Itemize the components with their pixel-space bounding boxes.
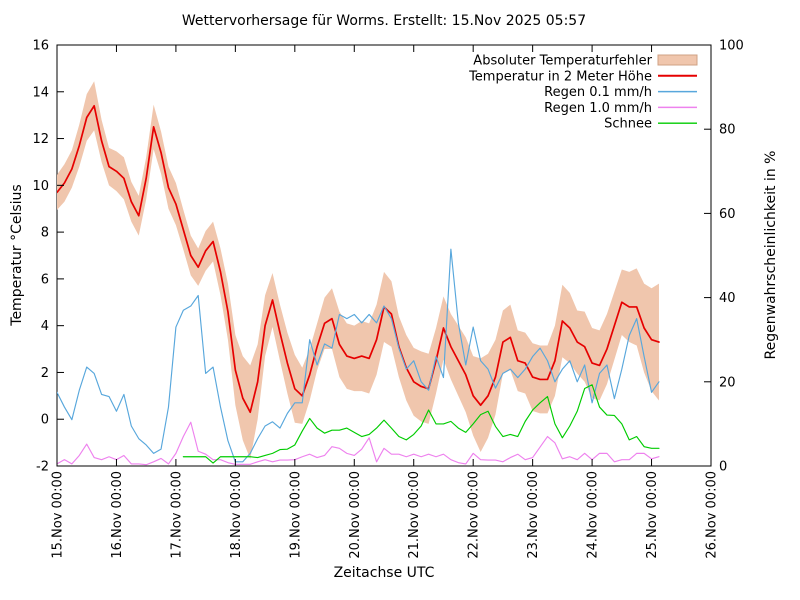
x-tick-label: 17.Nov 00:00 [169,471,184,559]
x-tick-label: 15.Nov 00:00 [51,471,66,559]
y-right-tick-label: 0 [719,460,727,475]
chart-title: Wettervorhersage für Worms. Erstellt: 15… [181,13,587,29]
y-left-tick-label: 14 [32,85,49,100]
temperature-error-band [57,81,659,459]
legend-label: Temperatur in 2 Meter Höhe [468,69,652,84]
axes-ticks: 15.Nov 00:00 16.Nov 00:00 17.Nov 00:00 18.N… [32,39,743,559]
legend-label: Regen 0.1 mm/h [544,85,652,100]
y-right-tick-label: 100 [719,39,744,54]
x-tick-label: 18.Nov 00:00 [229,471,244,559]
x-axis-label: Zeitachse UTC [333,565,435,581]
y-right-tick-label: 40 [719,291,736,306]
legend-band-swatch [657,54,698,66]
y-left-tick-label: 8 [41,226,49,241]
x-tick-label: 16.Nov 00:00 [110,471,125,559]
y-left-tick-label: -2 [36,460,49,475]
x-tick-label: 19.Nov 00:00 [288,471,303,559]
x-tick-label: 23.Nov 00:00 [526,471,541,559]
x-tick-label: 25.Nov 00:00 [645,471,660,559]
y-right-tick-label: 20 [719,375,736,390]
y-left-tick-label: 2 [41,366,49,381]
y-left-tick-label: 0 [41,413,49,428]
rain-10-line [57,421,660,466]
x-tick-label: 22.Nov 00:00 [467,471,482,559]
legend-label: Absoluter Temperaturfehler [473,54,652,69]
temperature-line [57,104,660,414]
x-tick-label: 21.Nov 00:00 [407,471,422,559]
legend-label: Regen 1.0 mm/h [544,101,652,116]
plot-frame [56,44,712,467]
y-left-tick-label: 10 [32,179,49,194]
data-layer [57,81,660,466]
y-left-tick-label: 4 [41,319,49,334]
y-left-tick-label: 16 [32,39,49,54]
x-tick-label: 24.Nov 00:00 [586,471,601,559]
y-right-tick-label: 60 [719,207,736,222]
y-left-tick-label: 12 [32,132,49,147]
x-tick-label: 20.Nov 00:00 [348,471,363,559]
y-left-tick-label: 6 [41,272,49,287]
legend-label: Schnee [604,117,652,132]
rain-01-line [57,248,660,463]
x-tick-label: 26.Nov 00:00 [705,471,720,559]
y-right-tick-label: 80 [719,123,736,138]
snow-line [182,384,660,464]
